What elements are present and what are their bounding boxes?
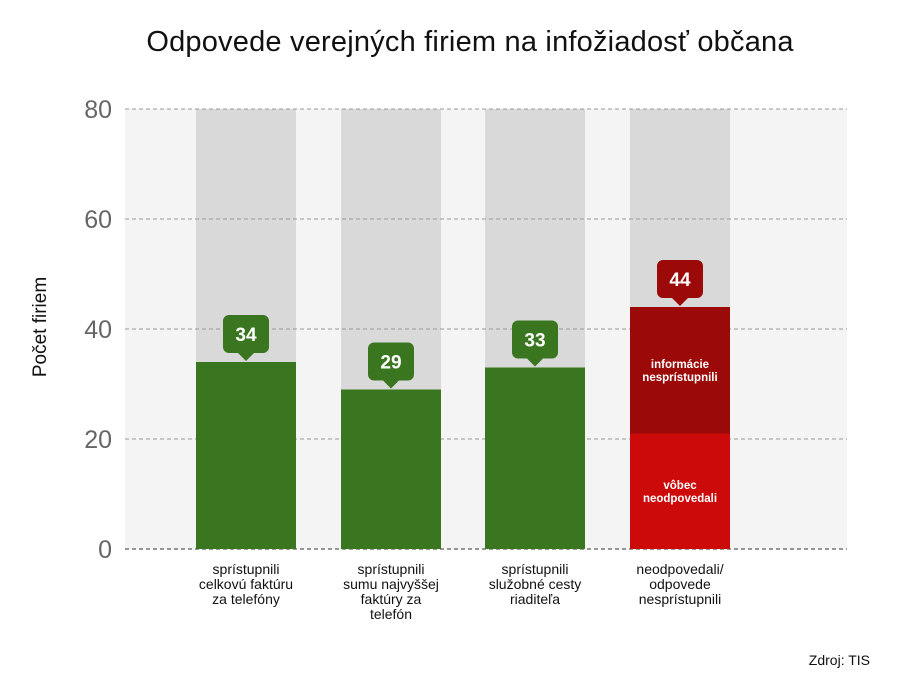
segment-label: neodpovedali: [643, 493, 717, 505]
source-note: Zdroj: TIS: [808, 652, 870, 668]
chart-title: Odpovede verejných firiem na infožiadosť…: [146, 26, 794, 58]
segment-label: nesprístupnili: [642, 372, 717, 384]
bar-segment: [630, 433, 730, 549]
x-tick-label: sprístupnili sumu najvyššej faktúry za t…: [343, 561, 439, 622]
y-tick-label: 20: [84, 426, 112, 454]
value-callout: [223, 315, 269, 361]
x-tick-label: neodpovedali/ odpovede nesprístupnili: [636, 561, 724, 607]
value-callout: [368, 342, 414, 389]
bar: [485, 367, 585, 549]
y-axis-label: Počet firiem: [30, 277, 51, 377]
value-callout: [512, 320, 558, 367]
data-label: 33: [524, 331, 545, 352]
bar: [196, 362, 296, 549]
data-label: 44: [669, 270, 691, 291]
segment-label: informácie: [651, 359, 709, 371]
data-label: 34: [235, 325, 257, 346]
x-tick-label: sprístupnili celkovú faktúru za telefóny: [198, 561, 294, 607]
segment-label: vôbec: [663, 480, 697, 492]
value-callout: [657, 260, 703, 306]
y-tick-label: 60: [84, 206, 112, 234]
y-tick-label: 0: [98, 536, 112, 564]
y-tick-label: 80: [84, 96, 112, 124]
data-label: 29: [380, 353, 401, 374]
bar-segment: [630, 307, 730, 434]
y-tick-label: 40: [84, 316, 112, 344]
bar: [341, 389, 441, 549]
x-tick-label: sprístupnili služobné cesty riaditeľa: [488, 561, 582, 607]
